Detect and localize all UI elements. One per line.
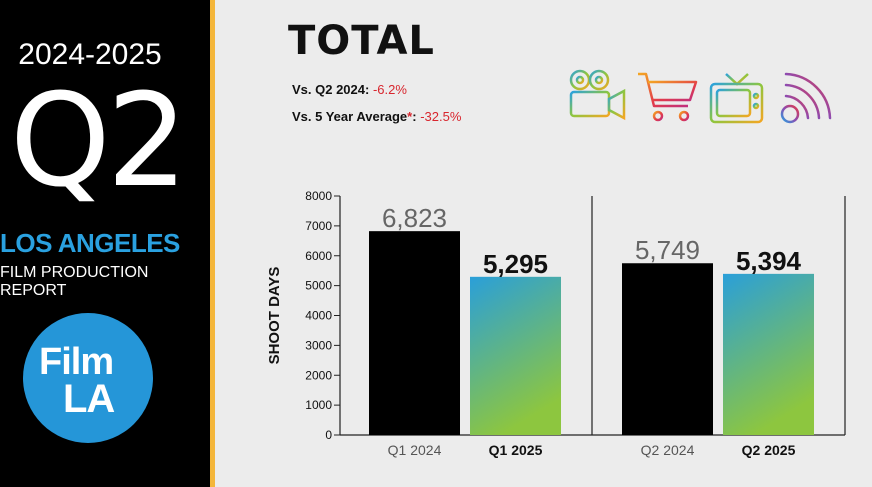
comparison-label: Vs. Q2 2024: [292,82,370,97]
comparison-prior-year: Vs. Q2 2024: -6.2% [292,82,407,97]
y-tick-label: 1000 [305,398,332,412]
comparison-colon: : [412,109,417,124]
report-years: 2024-2025 [18,38,162,71]
sidebar: 2024-2025 Q2 LOS ANGELES FILM PRODUCTION… [0,0,210,487]
movie-camera-icon [569,69,626,121]
y-tick-label: 7000 [305,219,332,233]
logo-text-bottom: LA [63,377,115,421]
wifi-signal-icon [780,72,832,124]
report-quarter: Q2 [9,67,188,216]
logo-text-top: Film [39,341,114,383]
television-icon [709,73,764,124]
bar-current [470,276,561,435]
y-tick-label: 0 [325,428,332,442]
page-title: TOTAL [288,18,435,64]
y-tick-label: 4000 [305,309,332,323]
bar-value-label: 6,823 [382,203,447,233]
y-axis-title: SHOOT DAYS [266,267,283,365]
x-category-label: Q2 2025 [742,442,796,458]
bar-current [723,273,814,435]
y-tick-label: 6000 [305,249,332,263]
y-tick-label: 5000 [305,279,332,293]
y-tick-label: 8000 [305,189,332,203]
bar-value-label: 5,295 [483,249,548,279]
x-category-label: Q2 2024 [641,442,695,458]
comparison-five-year: Vs. 5 Year Average*: -32.5% [292,109,461,124]
city-name: LOS ANGELES [0,228,180,258]
shopping-cart-icon [638,72,698,122]
sidebar-accent-stripe [210,0,215,487]
filmla-logo: Film LA [23,313,153,443]
y-tick-label: 3000 [305,338,332,352]
y-tick-label: 2000 [305,368,332,382]
comparison-label: Vs. 5 Year Average [292,109,408,124]
bar-value-label: 5,394 [736,246,802,276]
bar-value-label: 5,749 [635,235,700,265]
footnote-star: * [407,109,413,124]
x-category-label: Q1 2024 [388,442,442,458]
bar-prior [369,231,460,435]
comparison-value: -32.5% [420,109,462,124]
bar-prior [622,263,713,435]
comparison-value: -6.2% [372,82,407,97]
report-name: FILM PRODUCTION REPORT [0,264,149,299]
x-category-label: Q1 2025 [489,442,543,458]
